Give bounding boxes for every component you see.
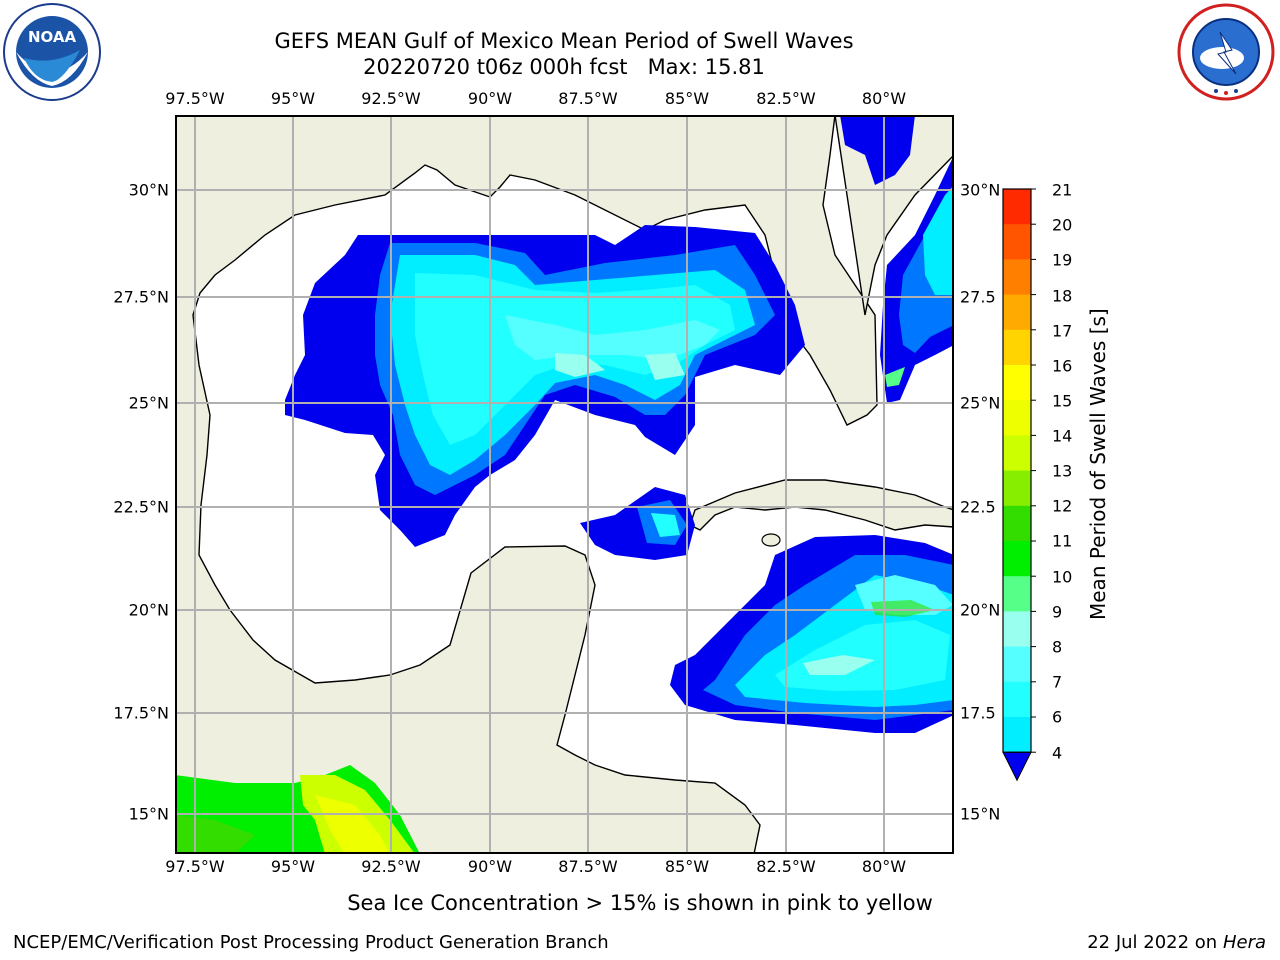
colorbar-swatch [1003, 717, 1031, 753]
colorbar-label: 17 [1052, 321, 1073, 341]
lat-tick-right: 15°N [960, 804, 1001, 824]
lat-tick-left: 20°N [128, 600, 169, 620]
colorbar-extend-arrow [1002, 751, 1032, 782]
land-masses [175, 115, 954, 854]
colorbar-label: 13 [1052, 461, 1073, 481]
lat-tick-right: 22.5 [960, 497, 996, 517]
colorbar-label: 4 [1052, 743, 1063, 763]
lat-tick-right: 27.5 [960, 287, 996, 307]
colorbar-label: 21 [1052, 180, 1073, 200]
sea-ice-notice-text: Sea Ice Concentration > 15% is shown in … [347, 891, 933, 915]
graticule [175, 115, 954, 854]
colorbar-swatch [1003, 365, 1031, 401]
colorbar-label: 8 [1052, 637, 1063, 657]
noaa-logo: NOAA [2, 2, 102, 102]
colorbar-swatch [1003, 400, 1031, 436]
footer-date-text: 22 Jul 2022 on [1087, 932, 1223, 953]
colorbar-label: 12 [1052, 496, 1073, 516]
lon-tick-bottom: 95°W [270, 857, 316, 876]
colorbar-label: 11 [1052, 531, 1073, 551]
chart-title: GEFS MEAN Gulf of Mexico Mean Period of … [274, 29, 854, 53]
colorbar-label: 6 [1052, 707, 1063, 727]
colorbar-swatch [1003, 435, 1031, 472]
colorbar-label: 18 [1052, 286, 1073, 306]
colorbar-label: 15 [1052, 391, 1073, 411]
lat-tick-left: 25°N [128, 393, 169, 413]
colorbar-label: 20 [1052, 215, 1073, 235]
lon-tick-bottom: 87.5°W [558, 857, 618, 876]
lon-tick-top: 92.5°W [361, 89, 421, 108]
colorbar [1002, 188, 1036, 783]
lon-tick-top: 87.5°W [558, 89, 618, 108]
lon-tick-bottom: 85°W [664, 857, 710, 876]
footer-branch: NCEP/EMC/Verification Post Processing Pr… [13, 932, 609, 953]
colorbar-swatch [1003, 576, 1031, 612]
lat-tick-right: 17.5 [960, 703, 996, 723]
colorbar-swatch [1003, 189, 1031, 225]
colorbar-label: 10 [1052, 567, 1073, 587]
lon-tick-top: 82.5°W [756, 89, 816, 108]
lon-tick-bottom: 97.5°W [165, 857, 225, 876]
colorbar-swatch [1003, 329, 1031, 366]
colorbar-label: 14 [1052, 426, 1073, 446]
colorbar-swatch [1003, 505, 1031, 542]
lat-tick-left: 30°N [128, 180, 169, 200]
footer-date: 22 Jul 2022 on Hera [1087, 932, 1266, 953]
lat-tick-left: 15°N [128, 804, 169, 824]
colorbar-swatch [1003, 470, 1031, 507]
lon-tick-bottom: 90°W [467, 857, 513, 876]
footer-machine: Hera [1222, 932, 1266, 953]
colorbar-label: 19 [1052, 250, 1073, 270]
colorbar-label: 9 [1052, 602, 1063, 622]
colorbar-label: 7 [1052, 672, 1063, 692]
lon-tick-top: 95°W [270, 89, 316, 108]
lat-tick-left: 27.5°N [113, 287, 169, 307]
lat-tick-right: 25°N [960, 393, 1001, 413]
lat-tick-left: 22.5°N [113, 497, 169, 517]
lon-tick-bottom: 80°W [861, 857, 907, 876]
noaa-logo-text: NOAA [28, 28, 77, 46]
lon-tick-bottom: 82.5°W [756, 857, 816, 876]
lon-tick-top: 90°W [467, 89, 513, 108]
colorbar-swatch [1003, 294, 1031, 331]
lon-tick-top: 80°W [861, 89, 907, 108]
colorbar-swatch [1003, 611, 1031, 648]
map-plot-area [175, 115, 954, 854]
colorbar-swatch [1003, 259, 1031, 296]
lon-tick-bottom: 92.5°W [361, 857, 421, 876]
colorbar-title: Mean Period of Swell Waves [s] [1086, 308, 1110, 620]
colorbar-swatch [1003, 541, 1031, 577]
map-frame [175, 115, 954, 854]
nws-logo [1176, 2, 1276, 102]
colorbar-label: 16 [1052, 356, 1073, 376]
lat-tick-right: 30°N [960, 180, 1001, 200]
colorbar-swatch [1003, 646, 1031, 683]
lon-tick-top: 97.5°W [165, 89, 225, 108]
chart-subtitle: 20220720 t06z 000h fcst Max: 15.81 [363, 55, 765, 79]
lat-tick-left: 17.5°N [113, 703, 169, 723]
sea-ice-notice: Sea Ice Concentration > 15% is shown in … [0, 891, 1280, 915]
lat-tick-right: 20°N [960, 600, 1001, 620]
lon-tick-top: 85°W [664, 89, 710, 108]
colorbar-swatch [1003, 681, 1031, 718]
colorbar-swatch [1003, 224, 1031, 260]
